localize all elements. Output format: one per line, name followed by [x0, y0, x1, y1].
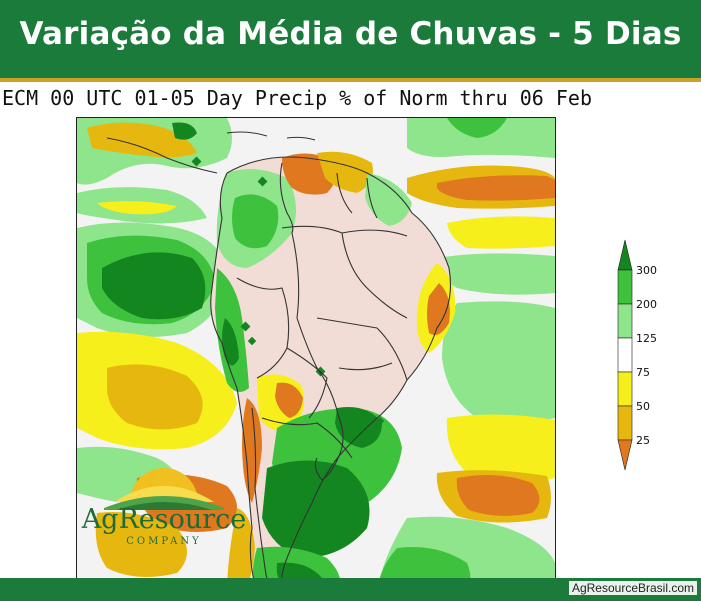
central-america-coast [106, 137, 218, 174]
caribbean-outlines [106, 131, 316, 174]
legend-swatch-below-25 [617, 439, 633, 471]
page-title: Variação da Média de Chuvas - 5 Dias [19, 16, 682, 52]
uruguay-border [314, 455, 340, 481]
argentina-north-border [261, 417, 353, 459]
legend-swatch-300-plus [617, 239, 633, 271]
s-atlantic-green-wide [442, 301, 555, 423]
logo-name: AgResource [81, 504, 247, 535]
legend-label-25: 25 [636, 434, 650, 447]
parana-dark-green [335, 407, 382, 448]
legend-swatch-125-200 [617, 303, 633, 339]
agresource-logo: AgResource COMPANY [74, 450, 254, 550]
legend-swatch-75-125 [617, 337, 633, 373]
precip-anomaly-map [77, 118, 555, 593]
eq-atlantic-green [437, 253, 555, 295]
credit-text: AgResourceBrasil.com [568, 581, 697, 595]
peru-dark-green [222, 318, 239, 366]
n-atlantic-orange-core [437, 175, 555, 201]
brazil-states [316, 232, 408, 381]
green-cell [191, 156, 202, 167]
venezuela-colombia-border [279, 162, 294, 234]
sunrise-logo-icon [104, 468, 224, 510]
eq-atlantic-yellow [447, 216, 555, 249]
caribbean-dark-green [172, 122, 197, 140]
guianas-green [365, 173, 412, 226]
legend-label-300: 300 [636, 264, 657, 277]
legend-swatch-50-75 [617, 371, 633, 407]
bolivia-paraguay-border [286, 347, 328, 419]
argentina-dark-green [262, 460, 370, 558]
green-cell [240, 321, 251, 332]
green-cell [375, 416, 385, 426]
central-america-yellow [87, 122, 197, 158]
chile-coast-yellow [227, 508, 255, 593]
title-banner: Variação da Média de Chuvas - 5 Dias [0, 0, 701, 82]
s-pacific-gold [107, 364, 203, 430]
s-pacific-gold-lower [95, 512, 187, 577]
colombia-mid-green [232, 194, 279, 249]
paraguay-orange [275, 382, 303, 418]
scattered-green-cells [191, 156, 385, 426]
ne-brazil-orange [427, 283, 450, 336]
legend-label-125: 125 [636, 332, 657, 345]
logo-subname: COMPANY [126, 536, 202, 547]
legend-swatch-200-300 [617, 269, 633, 305]
n-atlantic-green-dark [447, 118, 507, 138]
caribbean-island [286, 136, 316, 141]
s-atlantic-yellow [446, 414, 555, 482]
pacific-yellow-strip [97, 201, 177, 215]
precip-map-frame [76, 117, 556, 594]
pacific-dark-green-blob [102, 252, 206, 320]
brazil-border [281, 225, 408, 457]
s-atlantic-orange [456, 474, 540, 516]
legend-label-200: 200 [636, 298, 657, 311]
green-cell [247, 336, 257, 346]
logo-green-wave-dark [116, 502, 212, 510]
legend-label-50: 50 [636, 400, 650, 413]
map-subtitle: ECM 00 UTC 01-05 Day Precip % of Norm th… [2, 86, 593, 110]
footer-bar [0, 578, 701, 601]
continent-outline [210, 156, 452, 593]
caribbean-island [226, 131, 268, 137]
logo-field-arc [114, 486, 214, 502]
legend-label-75: 75 [636, 366, 650, 379]
color-legend: 300 200 125 75 50 25 [617, 239, 657, 471]
legend-swatch-25-50 [617, 405, 633, 441]
n-atlantic-green-band [407, 118, 555, 158]
chile-coast-orange [242, 398, 262, 503]
peru-bolivia-border [236, 277, 290, 379]
guianas-border [336, 172, 378, 219]
